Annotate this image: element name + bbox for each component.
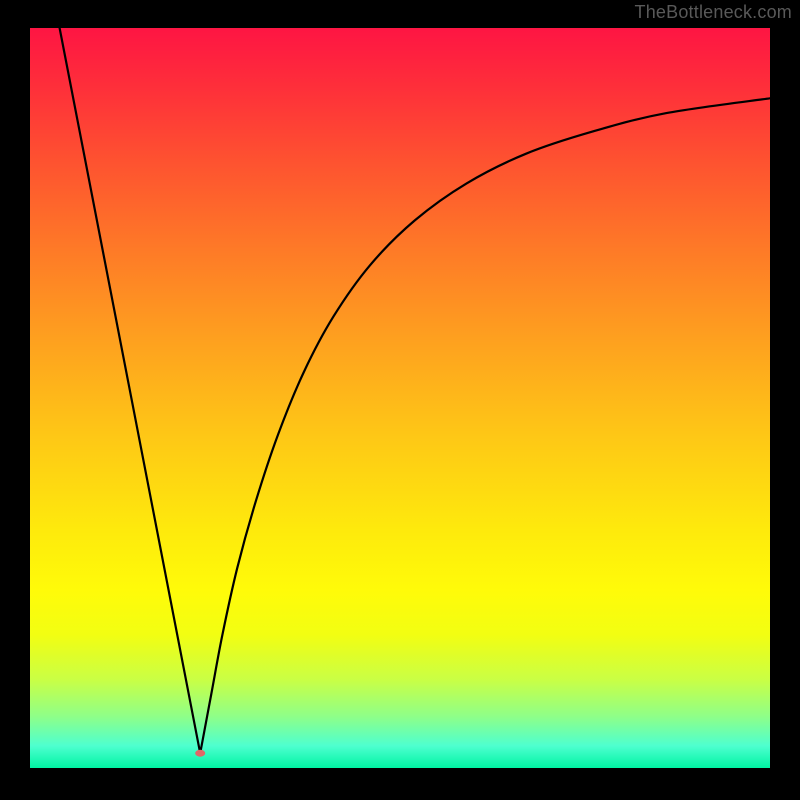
- optimal-point-marker: [195, 750, 205, 757]
- chart-container: TheBottleneck.com: [0, 0, 800, 800]
- bottleneck-chart: [30, 28, 770, 768]
- plot-area: [30, 28, 770, 768]
- gradient-background: [30, 28, 770, 768]
- watermark-label: TheBottleneck.com: [635, 2, 792, 23]
